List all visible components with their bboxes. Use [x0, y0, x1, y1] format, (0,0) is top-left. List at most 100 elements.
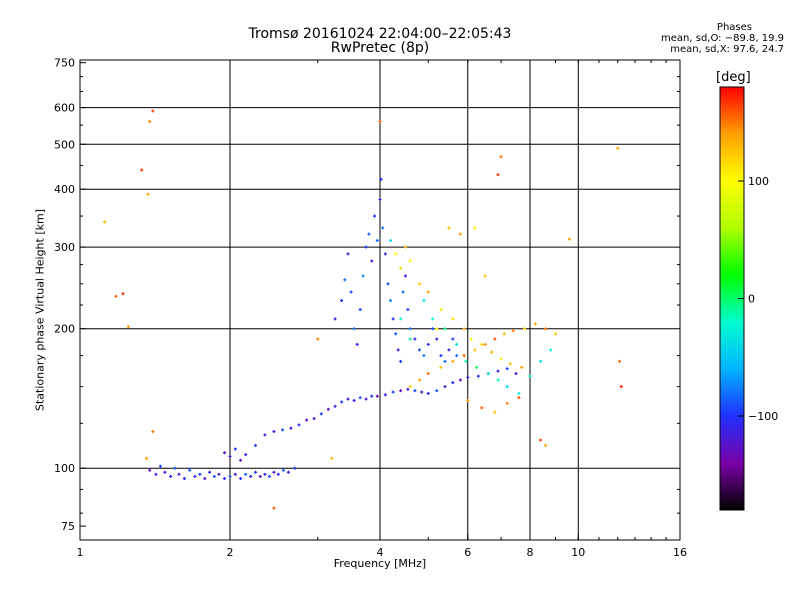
phase-stats-x-mode: mean, sd,X: 97.6, 24.7 — [670, 44, 784, 55]
x-tick-label: 4 — [377, 546, 384, 559]
data-point — [386, 282, 390, 286]
data-point — [378, 198, 382, 202]
data-point — [367, 232, 371, 236]
data-point — [439, 365, 443, 369]
y-tick-label: 300 — [54, 241, 75, 254]
data-point — [267, 474, 271, 478]
y-tick-label: 75 — [61, 520, 75, 533]
data-point — [539, 359, 543, 363]
data-point — [475, 365, 479, 369]
data-point — [539, 438, 543, 442]
data-point — [163, 470, 167, 474]
data-point — [406, 308, 410, 312]
data-point — [439, 354, 443, 358]
data-point — [435, 327, 439, 331]
colorbar-tick-label: −100 — [748, 410, 778, 423]
data-point — [391, 390, 395, 394]
data-point — [523, 327, 527, 331]
data-point — [505, 385, 509, 389]
data-point — [422, 299, 426, 303]
data-point — [126, 325, 130, 329]
data-point — [358, 396, 362, 400]
data-point — [493, 337, 497, 341]
x-tick-label: 8 — [527, 546, 534, 559]
data-point — [431, 317, 435, 321]
data-point — [364, 397, 368, 401]
data-point — [422, 354, 426, 358]
data-point — [618, 359, 622, 363]
data-point — [619, 385, 623, 389]
data-point — [375, 238, 379, 242]
data-point — [217, 472, 221, 476]
data-point — [502, 332, 506, 336]
data-point — [505, 367, 509, 371]
chart-title-line-1: Tromsø 20161024 22:04:00–22:05:43 — [248, 26, 512, 42]
data-point — [511, 329, 515, 333]
data-point — [451, 359, 455, 363]
axis-ticks: 1 2 4 6 8 10 16 75 100 200 300 400 500 600 750 — [54, 57, 687, 559]
data-point — [528, 374, 532, 378]
data-point — [233, 472, 237, 476]
data-point — [114, 294, 118, 298]
data-point — [499, 357, 503, 361]
data-point — [517, 391, 521, 395]
data-point — [399, 389, 403, 393]
data-point — [505, 401, 509, 405]
data-point — [340, 400, 344, 404]
data-point — [239, 458, 243, 462]
grid-lines — [80, 60, 680, 540]
colorbar-title: [deg] — [716, 70, 751, 85]
data-point — [223, 451, 227, 455]
data-point — [455, 354, 459, 358]
data-point — [158, 464, 162, 468]
data-point — [281, 468, 285, 472]
data-point — [346, 252, 350, 256]
data-point — [499, 155, 503, 159]
data-point — [352, 398, 356, 402]
data-point — [533, 322, 537, 326]
y-tick-label: 100 — [54, 462, 75, 475]
data-point — [375, 394, 379, 398]
data-point — [476, 374, 480, 378]
data-point — [148, 468, 152, 472]
data-point — [420, 390, 424, 394]
data-point — [403, 245, 407, 249]
data-point — [383, 252, 387, 256]
data-point — [208, 470, 212, 474]
y-tick-label: 400 — [54, 183, 75, 196]
data-point — [193, 474, 197, 478]
data-point — [473, 226, 477, 230]
colorbar-tick-label: 100 — [748, 175, 769, 188]
chart-title-line-2: RwPretec (8p) — [330, 40, 430, 56]
data-point — [370, 394, 374, 398]
data-point — [297, 423, 301, 427]
data-point — [383, 393, 387, 397]
data-point — [401, 290, 405, 294]
data-point — [396, 348, 400, 352]
data-point — [379, 177, 383, 181]
data-point — [145, 456, 149, 460]
data-point — [253, 470, 257, 474]
data-point — [154, 472, 158, 476]
data-point — [553, 332, 557, 336]
data-point — [289, 426, 293, 430]
data-point — [352, 327, 356, 331]
y-tick-label: 600 — [54, 102, 75, 115]
data-point — [544, 327, 548, 331]
data-point — [462, 327, 466, 331]
data-point — [182, 477, 186, 481]
data-point — [244, 472, 248, 476]
data-point — [272, 470, 276, 474]
data-point — [443, 327, 447, 331]
data-point — [212, 474, 216, 478]
data-point — [483, 342, 487, 346]
data-point — [151, 430, 155, 434]
data-point — [496, 378, 500, 382]
data-point — [473, 348, 477, 352]
data-point — [346, 397, 350, 401]
data-point — [426, 342, 430, 346]
data-point — [370, 259, 374, 263]
data-point — [326, 407, 330, 411]
y-tick-label: 200 — [54, 323, 75, 336]
